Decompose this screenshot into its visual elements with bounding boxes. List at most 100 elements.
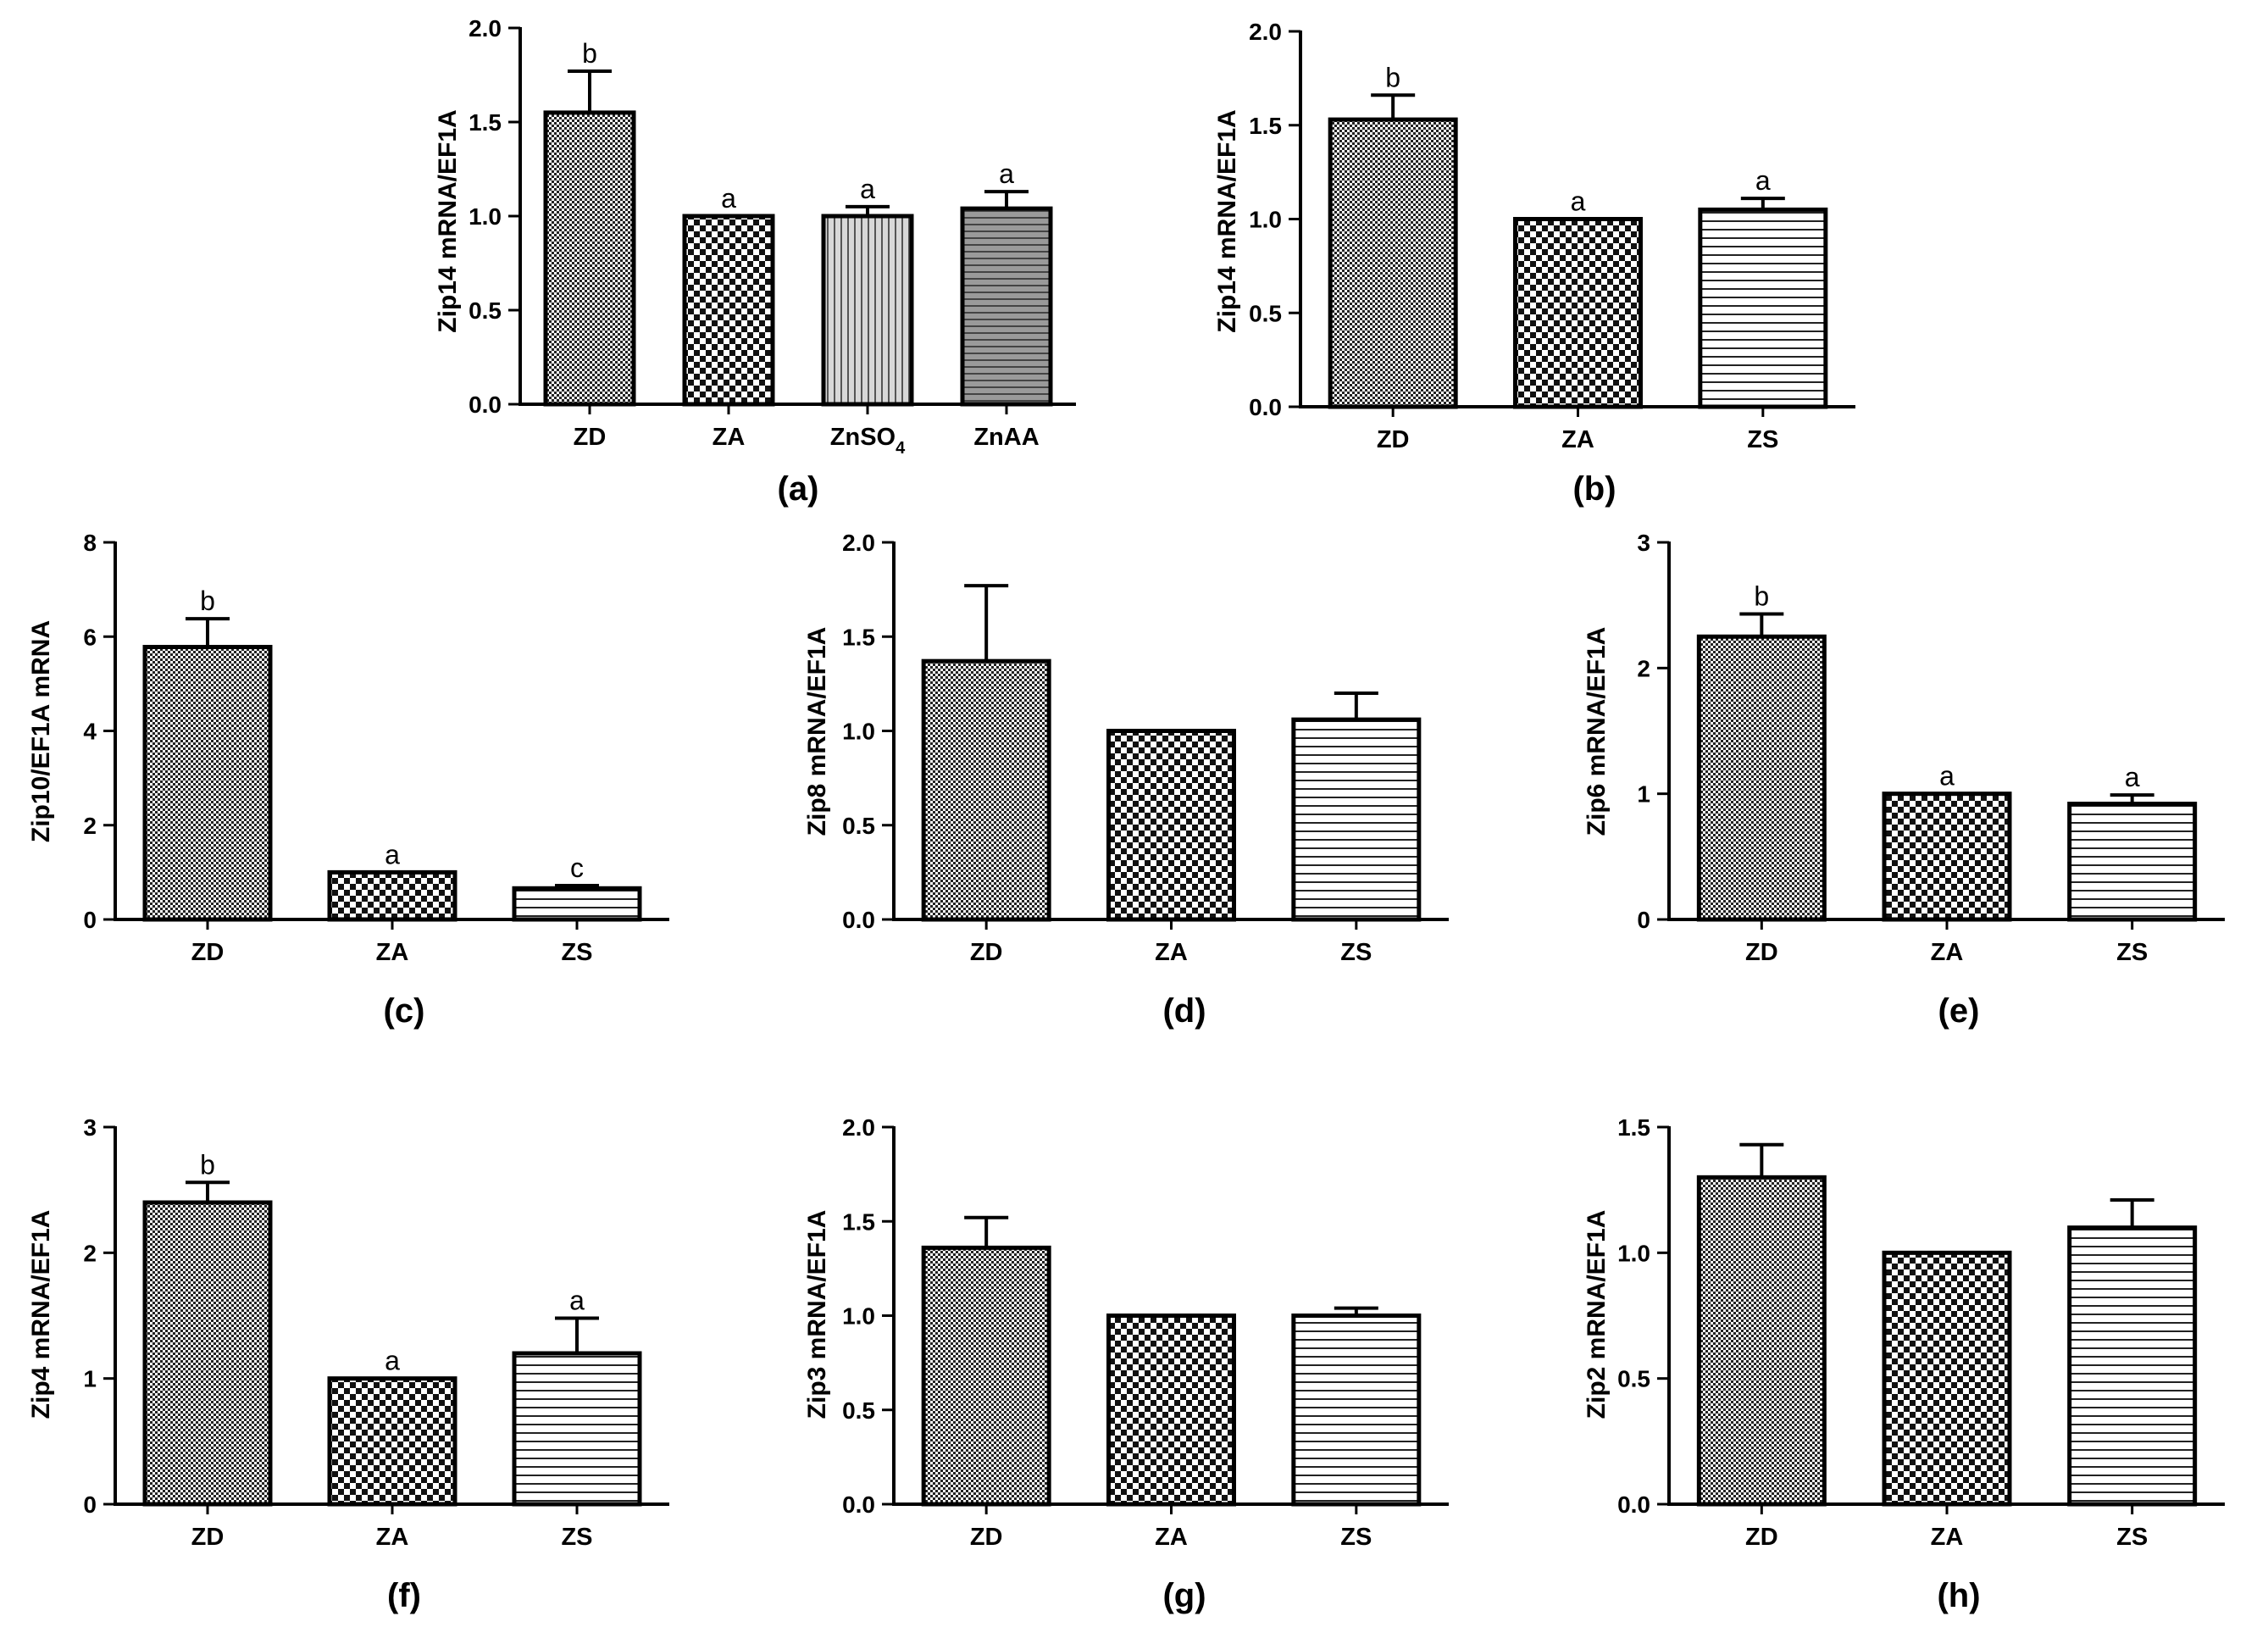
category-label: ZnSO4 bbox=[830, 424, 906, 458]
category-label: ZD bbox=[1377, 426, 1410, 453]
category-label: ZA bbox=[376, 1524, 409, 1551]
bar bbox=[1106, 729, 1236, 922]
bar bbox=[1696, 1175, 1827, 1507]
y-ticks: 0.0 0.5 1.0 1.5 2.0 bbox=[842, 530, 894, 933]
category-labels: ZD ZA ZS bbox=[191, 919, 593, 966]
y-tick-label: 1.0 bbox=[1617, 1240, 1650, 1266]
y-tick-label: 1.5 bbox=[1249, 113, 1282, 139]
y-tick-label: 4 bbox=[83, 719, 97, 745]
category-labels: ZD ZA ZS bbox=[1377, 407, 1778, 453]
y-axis-label: Zip14 mRNA/EF1A bbox=[1213, 109, 1241, 332]
y-tick-label: 1.0 bbox=[469, 203, 502, 230]
y-tick-label: 8 bbox=[83, 530, 97, 556]
bar bbox=[327, 869, 457, 922]
y-tick-label: 0.5 bbox=[842, 813, 875, 839]
category-label: ZA bbox=[376, 939, 409, 966]
panel-label: (a) bbox=[778, 470, 819, 508]
panel-c: Zip10/EF1A mRNA 0 2 4 6 8 b a c ZD ZA ZS (c) bbox=[27, 530, 669, 1030]
panel-label: (f) bbox=[387, 1577, 421, 1614]
category-label: ZD bbox=[970, 1524, 1003, 1551]
y-axis-label: Zip3 mRNA/EF1A bbox=[803, 1210, 831, 1419]
significance-label: b bbox=[582, 38, 597, 69]
panel-label: (e) bbox=[1938, 992, 1980, 1030]
significance-label: a bbox=[999, 158, 1014, 189]
bar bbox=[1882, 1250, 2012, 1507]
significance-label: a bbox=[385, 839, 400, 869]
category-label: ZA bbox=[713, 424, 746, 451]
error-bars bbox=[1739, 1142, 2154, 1228]
bars bbox=[142, 1200, 642, 1507]
category-labels: ZD ZA ZS bbox=[1745, 919, 2148, 966]
category-label: ZD bbox=[191, 939, 225, 966]
y-tick-label: 0 bbox=[83, 907, 97, 933]
category-label: ZD bbox=[970, 939, 1003, 966]
y-axis-label: Zip14 mRNA/EF1A bbox=[434, 109, 462, 332]
bar bbox=[1513, 217, 1643, 409]
error-bars bbox=[964, 584, 1378, 720]
y-tick-label: 1.5 bbox=[1617, 1114, 1650, 1141]
category-label: ZS bbox=[1340, 939, 1372, 966]
panel-e: Zip6 mRNA/EF1A 0 1 2 3 b a a ZD ZA ZS (e) bbox=[1583, 530, 2225, 1030]
category-label: ZA bbox=[1155, 939, 1188, 966]
significance-labels: b a a bbox=[1754, 581, 2139, 793]
y-tick-label: 0 bbox=[1637, 907, 1650, 933]
panel-label: (b) bbox=[1572, 470, 1616, 508]
y-tick-label: 3 bbox=[83, 1114, 97, 1141]
bars bbox=[1328, 117, 1828, 409]
y-tick-label: 0.5 bbox=[1617, 1366, 1650, 1392]
panel-label: (h) bbox=[1937, 1577, 1980, 1614]
category-label: ZS bbox=[561, 939, 592, 966]
significance-label: b bbox=[200, 586, 215, 616]
bars bbox=[142, 644, 642, 922]
bar bbox=[1291, 717, 1422, 922]
significance-label: a bbox=[569, 1285, 585, 1315]
y-tick-label: 1.0 bbox=[842, 719, 875, 745]
category-label: ZA bbox=[1931, 1524, 1964, 1551]
error-bars bbox=[186, 1180, 599, 1353]
y-tick-label: 0 bbox=[83, 1491, 97, 1518]
bar bbox=[2067, 802, 2198, 922]
y-ticks: 0 1 2 3 bbox=[83, 1114, 115, 1518]
category-label: ZA bbox=[1561, 426, 1594, 453]
panel-h: Zip2 mRNA/EF1A 0.0 0.5 1.0 1.5 ZD ZA ZS (h) bbox=[1583, 1114, 2225, 1614]
y-tick-label: 1.5 bbox=[842, 624, 875, 650]
y-tick-label: 3 bbox=[1637, 530, 1650, 556]
significance-label: a bbox=[2125, 762, 2140, 792]
panel-f: Zip4 mRNA/EF1A 0 1 2 3 b a a ZD ZA ZS (f) bbox=[27, 1114, 669, 1614]
significance-labels: b a c bbox=[200, 586, 584, 883]
panel-label: (c) bbox=[384, 992, 425, 1030]
category-labels: ZD ZA ZnSO4 ZnAA bbox=[574, 404, 1040, 458]
category-label: ZS bbox=[2116, 939, 2148, 966]
category-label: ZS bbox=[1340, 1524, 1372, 1551]
y-tick-label: 1.5 bbox=[469, 109, 502, 136]
bar bbox=[921, 658, 1051, 922]
significance-label: a bbox=[1571, 186, 1586, 217]
panel-label: (d) bbox=[1162, 992, 1206, 1030]
y-ticks: 0.0 0.5 1.0 1.5 2.0 bbox=[469, 15, 520, 418]
bars bbox=[543, 110, 1053, 407]
bar bbox=[1698, 207, 1828, 409]
bars bbox=[921, 1245, 1422, 1507]
bar bbox=[682, 214, 775, 407]
y-tick-label: 2 bbox=[83, 813, 97, 839]
panel-d: Zip8 mRNA/EF1A 0.0 0.5 1.0 1.5 2.0 ZD ZA ZS (d… bbox=[803, 530, 1449, 1030]
category-label: ZA bbox=[1931, 939, 1964, 966]
significance-label: a bbox=[860, 174, 875, 204]
error-bars bbox=[964, 1215, 1378, 1316]
y-tick-label: 0.0 bbox=[842, 907, 875, 933]
bar bbox=[512, 1351, 642, 1507]
category-label: ZD bbox=[1745, 1524, 1778, 1551]
category-label: ZA bbox=[1155, 1524, 1188, 1551]
y-tick-label: 1 bbox=[83, 1366, 97, 1392]
significance-label: b bbox=[1754, 581, 1769, 612]
y-tick-label: 6 bbox=[83, 624, 97, 650]
category-label: ZS bbox=[561, 1524, 592, 1551]
panel-label: (g) bbox=[1162, 1577, 1206, 1614]
y-tick-label: 1 bbox=[1637, 781, 1650, 808]
y-ticks: 0 2 4 6 8 bbox=[83, 530, 115, 933]
bar bbox=[1696, 634, 1827, 922]
category-labels: ZD ZA ZS bbox=[970, 919, 1372, 966]
bar bbox=[1882, 792, 2012, 922]
error-bars bbox=[1739, 612, 2154, 804]
